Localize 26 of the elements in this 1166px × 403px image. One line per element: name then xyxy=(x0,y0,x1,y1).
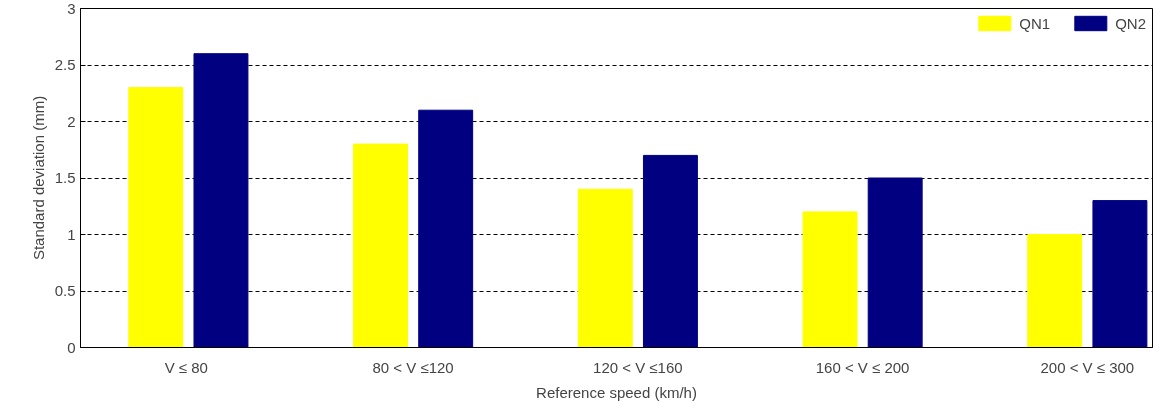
bar xyxy=(1027,234,1083,348)
x-axis-title: Reference speed (km/h) xyxy=(536,383,697,401)
x-tick-label: 120 < V ≤160 xyxy=(593,358,683,376)
bar xyxy=(1092,200,1148,348)
y-tick-label: 3 xyxy=(67,0,76,17)
y-tick-label: 0.5 xyxy=(54,282,76,299)
y-tick-label: 1.5 xyxy=(54,169,76,186)
legend-label: QN2 xyxy=(1115,14,1146,32)
bar xyxy=(577,188,633,348)
bar xyxy=(642,154,698,348)
bar xyxy=(418,109,474,348)
bar xyxy=(128,87,184,348)
y-axis-title: Standard deviation (mm) xyxy=(29,95,47,261)
x-tick-label: 80 < V ≤120 xyxy=(372,358,454,376)
bar xyxy=(193,53,249,348)
x-tick-label: 200 < V ≤ 300 xyxy=(1040,358,1135,376)
legend-label: QN1 xyxy=(1019,14,1051,32)
bar xyxy=(867,177,923,348)
bar xyxy=(802,211,858,348)
bar xyxy=(353,143,408,348)
y-tick-label: 1 xyxy=(67,225,76,243)
x-tick-label: 160 < V ≤ 200 xyxy=(815,358,910,376)
y-tick-label: 0 xyxy=(67,338,76,356)
x-tick-label: V ≤ 80 xyxy=(164,358,208,376)
y-tick-label: 2 xyxy=(67,112,76,130)
y-tick-label: 2.5 xyxy=(54,56,76,73)
